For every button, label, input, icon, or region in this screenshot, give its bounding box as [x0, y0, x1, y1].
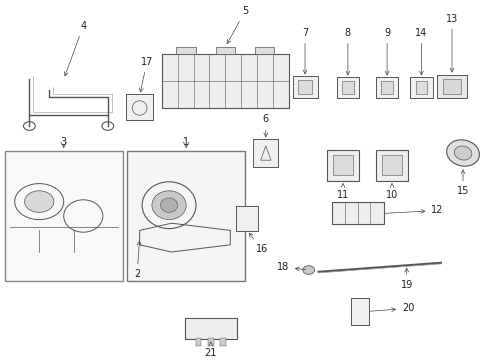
Bar — [333, 155, 353, 175]
Text: 8: 8 — [345, 28, 351, 75]
FancyBboxPatch shape — [293, 76, 318, 98]
Text: 5: 5 — [227, 6, 248, 44]
Bar — [162, 54, 289, 108]
Bar — [255, 47, 274, 54]
Text: 17: 17 — [139, 57, 153, 92]
Bar — [416, 81, 427, 94]
Text: 13: 13 — [446, 14, 458, 72]
FancyBboxPatch shape — [437, 75, 467, 98]
FancyBboxPatch shape — [185, 318, 237, 339]
Bar — [443, 79, 461, 94]
Text: 3: 3 — [61, 137, 67, 147]
Text: 20: 20 — [370, 303, 414, 314]
Text: 12: 12 — [385, 206, 443, 216]
FancyBboxPatch shape — [376, 150, 408, 181]
Bar — [216, 47, 235, 54]
Circle shape — [303, 266, 315, 274]
Bar — [298, 80, 312, 94]
Bar — [342, 81, 354, 94]
FancyBboxPatch shape — [376, 77, 398, 98]
Text: 1: 1 — [183, 137, 189, 147]
FancyBboxPatch shape — [351, 298, 369, 325]
Ellipse shape — [161, 198, 177, 212]
FancyBboxPatch shape — [253, 139, 278, 167]
Text: 11: 11 — [337, 184, 349, 200]
Bar — [5, 151, 122, 281]
Bar — [127, 151, 245, 281]
Bar — [220, 338, 226, 346]
Bar — [208, 338, 214, 346]
Ellipse shape — [447, 140, 479, 166]
FancyBboxPatch shape — [126, 94, 153, 120]
Ellipse shape — [152, 191, 186, 220]
Text: 16: 16 — [249, 233, 268, 254]
Ellipse shape — [24, 191, 54, 212]
Text: 9: 9 — [384, 28, 390, 75]
FancyBboxPatch shape — [236, 206, 258, 231]
Bar — [196, 338, 201, 346]
Bar — [381, 81, 393, 94]
Text: 14: 14 — [415, 28, 427, 75]
Text: 19: 19 — [401, 268, 413, 290]
Bar — [382, 155, 402, 175]
FancyBboxPatch shape — [410, 77, 433, 98]
FancyBboxPatch shape — [327, 150, 359, 181]
Text: 18: 18 — [277, 262, 306, 272]
FancyBboxPatch shape — [337, 77, 359, 98]
Text: 2: 2 — [134, 241, 141, 279]
Text: 4: 4 — [65, 21, 86, 76]
FancyBboxPatch shape — [332, 202, 384, 224]
Bar — [176, 47, 196, 54]
Text: 7: 7 — [302, 28, 308, 74]
Text: 15: 15 — [457, 170, 469, 197]
Ellipse shape — [454, 146, 472, 160]
Text: 21: 21 — [204, 342, 217, 359]
Text: 10: 10 — [386, 184, 398, 200]
Text: 6: 6 — [263, 114, 269, 137]
